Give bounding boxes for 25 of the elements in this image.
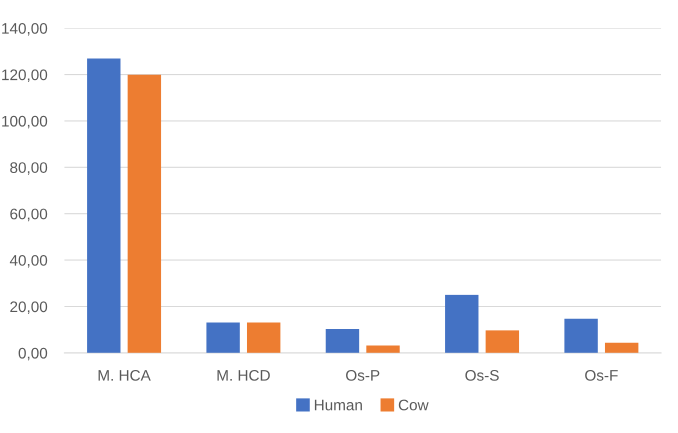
- legend-label: Human: [314, 400, 362, 410]
- x-tick-label: M. HCD: [218, 370, 270, 381]
- bar: [246, 322, 280, 353]
- bar: [128, 74, 162, 353]
- x-tick-label: Os-P: [346, 370, 380, 381]
- bar: [206, 322, 240, 353]
- bar: [486, 330, 520, 353]
- y-tick-label: 140,00: [2, 23, 48, 36]
- x-tick-label: Os-S: [465, 370, 499, 381]
- y-tick-label: 120,00: [2, 69, 48, 82]
- bar: [564, 318, 598, 353]
- bar: [366, 345, 400, 353]
- bar: [604, 342, 638, 353]
- y-tick-label: 100,00: [2, 116, 48, 128]
- y-tick-label: 60,00: [10, 208, 48, 222]
- bar: [87, 58, 120, 353]
- y-tick-label: 0,00: [18, 348, 48, 360]
- bar: [326, 329, 360, 353]
- legend-label: Cow: [398, 400, 429, 410]
- bar: [445, 294, 478, 353]
- x-tick-label: M. HCA: [98, 370, 151, 381]
- y-tick-label: 40,00: [10, 254, 48, 268]
- x-tick-label: Os-F: [585, 370, 618, 381]
- y-tick-label: 20,00: [10, 301, 48, 314]
- y-tick-label: 80,00: [10, 162, 48, 175]
